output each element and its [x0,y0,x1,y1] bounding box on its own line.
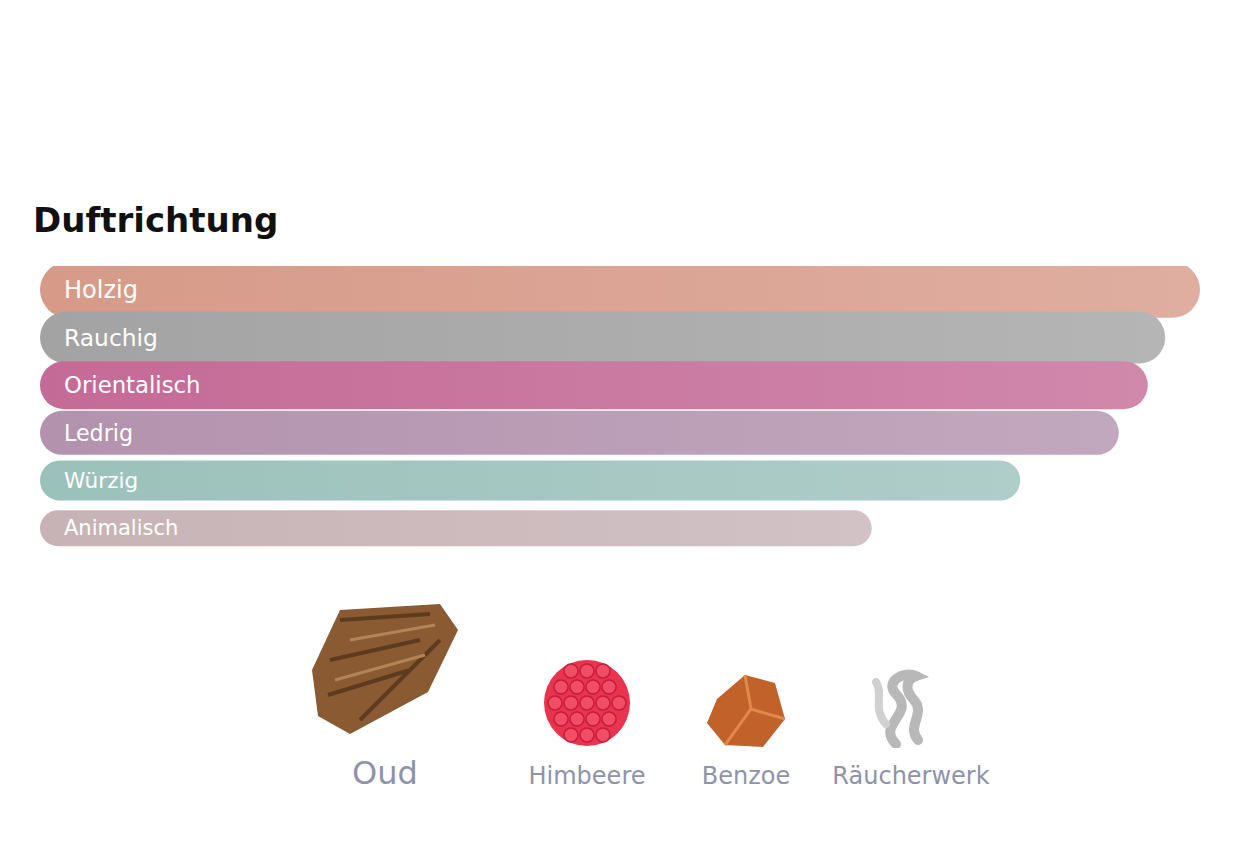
html-text:Oud: Oud [352,754,418,792]
svg-text:Ledrig: Ledrig [64,420,133,446]
svg-text:Würzig: Würzig [64,468,138,493]
html-text:Räucherwerk: Räucherwerk [832,762,990,790]
svg-text:Animalisch: Animalisch [64,516,178,540]
html-text:Benzoe: Benzoe [701,762,791,790]
svg-text:Holzig: Holzig [64,276,138,304]
svg-text:Rauchig: Rauchig [64,324,158,352]
svg-text:Orientalisch: Orientalisch [64,372,201,398]
svg-text:Duftrichtung: Duftrichtung [33,200,278,240]
html-text:Himbeere: Himbeere [528,762,646,790]
